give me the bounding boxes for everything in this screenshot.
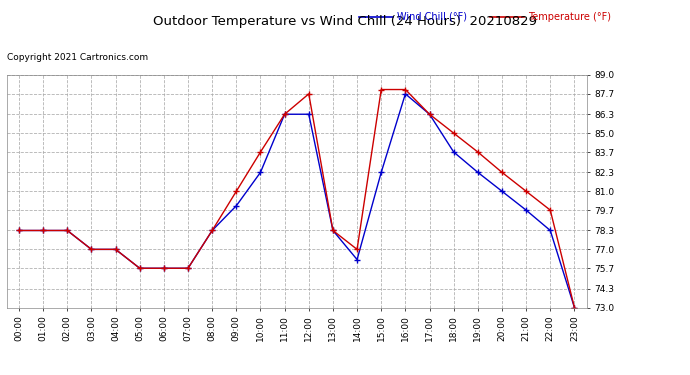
- Text: Copyright 2021 Cartronics.com: Copyright 2021 Cartronics.com: [7, 53, 148, 62]
- Text: Outdoor Temperature vs Wind Chill (24 Hours)  20210829: Outdoor Temperature vs Wind Chill (24 Ho…: [153, 15, 537, 28]
- Text: Wind Chill (°F): Wind Chill (°F): [397, 12, 466, 22]
- Text: Temperature (°F): Temperature (°F): [528, 12, 611, 22]
